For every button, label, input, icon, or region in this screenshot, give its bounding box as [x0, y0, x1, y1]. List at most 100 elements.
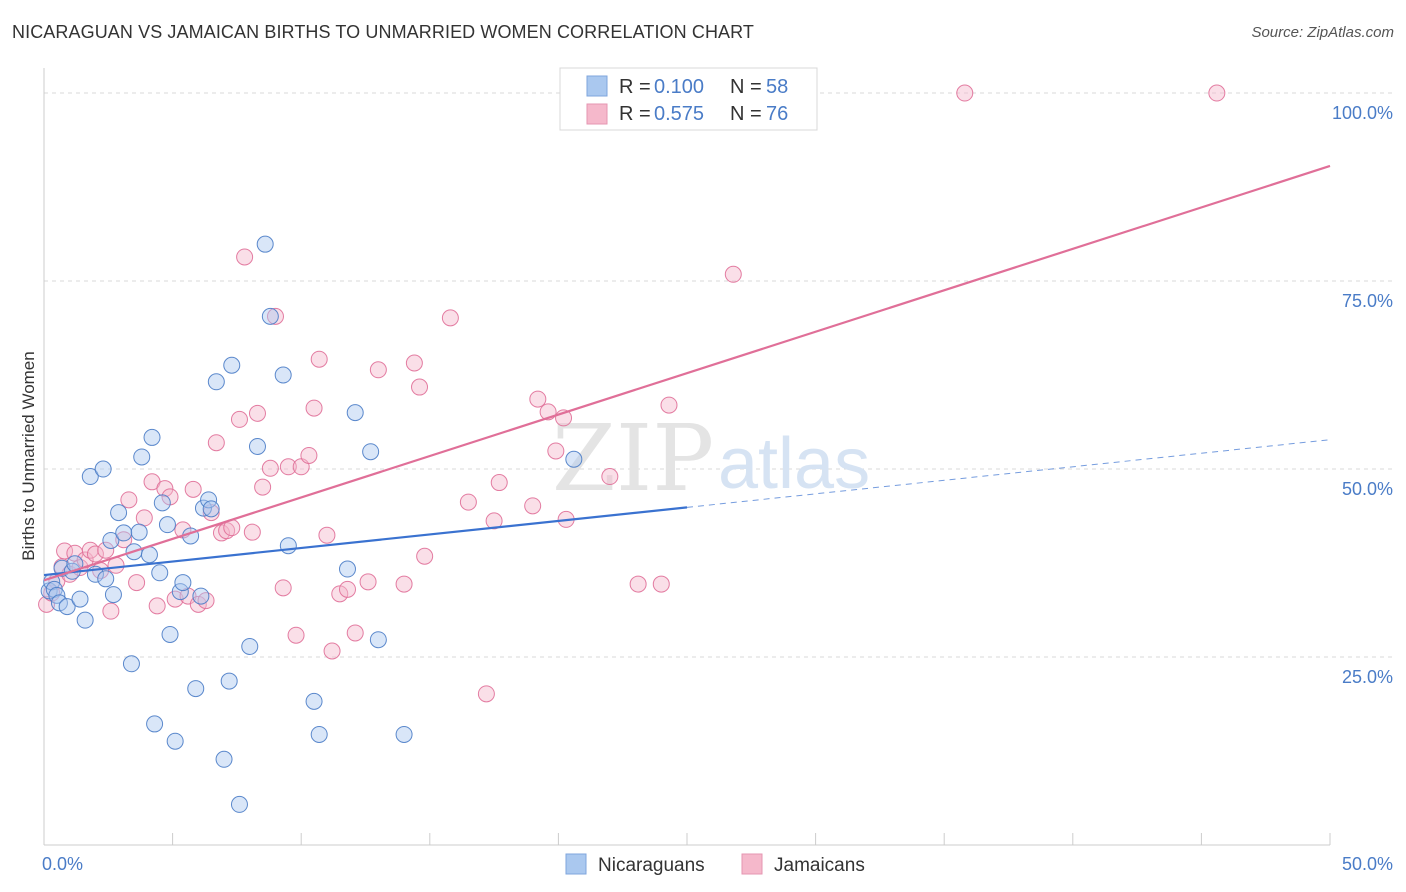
- jamaican-point: [207, 434, 225, 452]
- jamaican-point: [197, 592, 215, 610]
- nicaraguan-point: [58, 598, 76, 616]
- nicaraguan-point: [248, 437, 266, 455]
- nicaraguan-point: [261, 307, 279, 325]
- jamaican-point: [629, 575, 647, 593]
- x-tick-label-max: 50.0%: [1342, 854, 1393, 874]
- y-tick-label: 25.0%: [1342, 667, 1393, 687]
- jamaican-point: [261, 459, 279, 477]
- jamaican-point: [243, 523, 261, 541]
- nicaraguan-point: [187, 680, 205, 698]
- legend: R = 0.100 N = 58 R = 0.575 N = 76: [559, 67, 818, 131]
- gridlines: [44, 92, 1392, 658]
- jamaican-point: [56, 542, 74, 560]
- nicaraguan-point: [110, 504, 128, 522]
- nicaraguan-point: [161, 625, 179, 643]
- jamaican-point: [248, 404, 266, 422]
- jamaican-point: [346, 624, 364, 642]
- jamaican-point: [115, 531, 133, 549]
- jamaican-point: [323, 642, 341, 660]
- y-tick-label: 100.0%: [1332, 103, 1393, 123]
- nicaraguan-point: [395, 725, 413, 743]
- nicaraguan-point: [230, 795, 248, 813]
- nicaraguan-point: [192, 587, 210, 605]
- jamaican-point: [156, 480, 174, 498]
- jamaican-point: [411, 378, 429, 396]
- nicaraguan-point: [338, 560, 356, 578]
- jamaican-point: [1208, 84, 1226, 102]
- legend-r-label: R =: [619, 103, 651, 125]
- jamaican-point: [601, 468, 619, 486]
- jamaican-point: [274, 579, 292, 597]
- nicaraguan-point: [102, 531, 120, 549]
- jamaicans-trend-line: [43, 164, 1331, 582]
- nicaraguan-point: [122, 655, 140, 673]
- nicaraguan-point: [130, 523, 148, 541]
- legend-swatch-jamaicans: [586, 103, 608, 125]
- nicaraguan-point: [81, 468, 99, 486]
- trend-lines: [43, 164, 1331, 582]
- jamaican-point: [279, 458, 297, 476]
- jamaican-point: [128, 574, 146, 592]
- nicaraguan-point: [104, 586, 122, 604]
- y-tick-label: 75.0%: [1342, 291, 1393, 311]
- nicaraguan-point: [305, 692, 323, 710]
- jamaican-point: [490, 474, 508, 492]
- nicaraguan-point: [153, 494, 171, 512]
- legend-r-value-nicaraguans: 0.100: [654, 76, 704, 98]
- nicaraguan-point: [97, 570, 115, 588]
- jamaican-point: [369, 361, 387, 379]
- bottom-legend-label-jamaicans: Jamaicans: [774, 855, 865, 876]
- jamaican-point: [359, 573, 377, 591]
- nicaraguan-point: [369, 631, 387, 649]
- jamaican-point: [86, 545, 104, 563]
- jamaican-point: [266, 307, 284, 325]
- jamaican-point: [485, 512, 503, 530]
- nicaraguan-point: [220, 672, 238, 690]
- legend-swatch-nicaraguans: [586, 75, 608, 97]
- jamaican-point: [218, 522, 236, 540]
- y-tick-label: 50.0%: [1342, 479, 1393, 499]
- jamaican-point: [395, 575, 413, 593]
- jamaican-point: [459, 493, 477, 511]
- nicaraguan-point: [71, 590, 89, 608]
- nicaraguan-point: [146, 715, 164, 733]
- nicaraguan-point: [166, 732, 184, 750]
- jamaican-point: [441, 309, 459, 327]
- nicaraguan-point: [256, 235, 274, 253]
- nicaraguan-point: [223, 356, 241, 374]
- jamaican-point: [416, 547, 434, 565]
- nicaraguan-point: [76, 611, 94, 629]
- jamaican-point: [405, 354, 423, 372]
- watermark-zip: ZIP: [552, 405, 714, 512]
- legend-n-value-jamaicans: 76: [766, 103, 788, 125]
- jamaican-point: [287, 626, 305, 644]
- nicaraguans-trend-line: [43, 506, 688, 577]
- nicaraguan-point: [151, 564, 169, 582]
- legend-n-label: N =: [730, 103, 762, 125]
- nicaraguans-trend-extension: [686, 439, 1331, 508]
- jamaican-point: [230, 410, 248, 428]
- jamaican-point: [305, 399, 323, 417]
- nicaraguan-point: [346, 404, 364, 422]
- chart-title: NICARAGUAN VS JAMAICAN BIRTHS TO UNMARRI…: [12, 22, 755, 42]
- jamaican-point: [254, 478, 272, 496]
- jamaican-point: [547, 442, 565, 460]
- jamaican-point: [148, 597, 166, 615]
- nicaraguan-point: [174, 574, 192, 592]
- watermark-atlas: atlas: [718, 424, 870, 504]
- jamaican-point: [184, 480, 202, 498]
- nicaraguan-point: [207, 373, 225, 391]
- jamaican-point: [310, 350, 328, 368]
- x-ticks: [43, 833, 1331, 845]
- jamaican-point: [338, 580, 356, 598]
- bottom-legend-swatch-nicaraguans: [565, 853, 587, 875]
- nicaraguan-point: [94, 460, 112, 478]
- jamaicans-points: [38, 84, 1226, 703]
- jamaican-point: [102, 602, 120, 620]
- jamaican-point: [300, 446, 318, 464]
- nicaraguan-point: [241, 637, 259, 655]
- y-axis-title: Births to Unmarried Women: [19, 351, 38, 560]
- jamaican-point: [724, 265, 742, 283]
- nicaraguan-point: [158, 516, 176, 534]
- bottom-legend-label-nicaraguans: Nicaraguans: [598, 855, 705, 876]
